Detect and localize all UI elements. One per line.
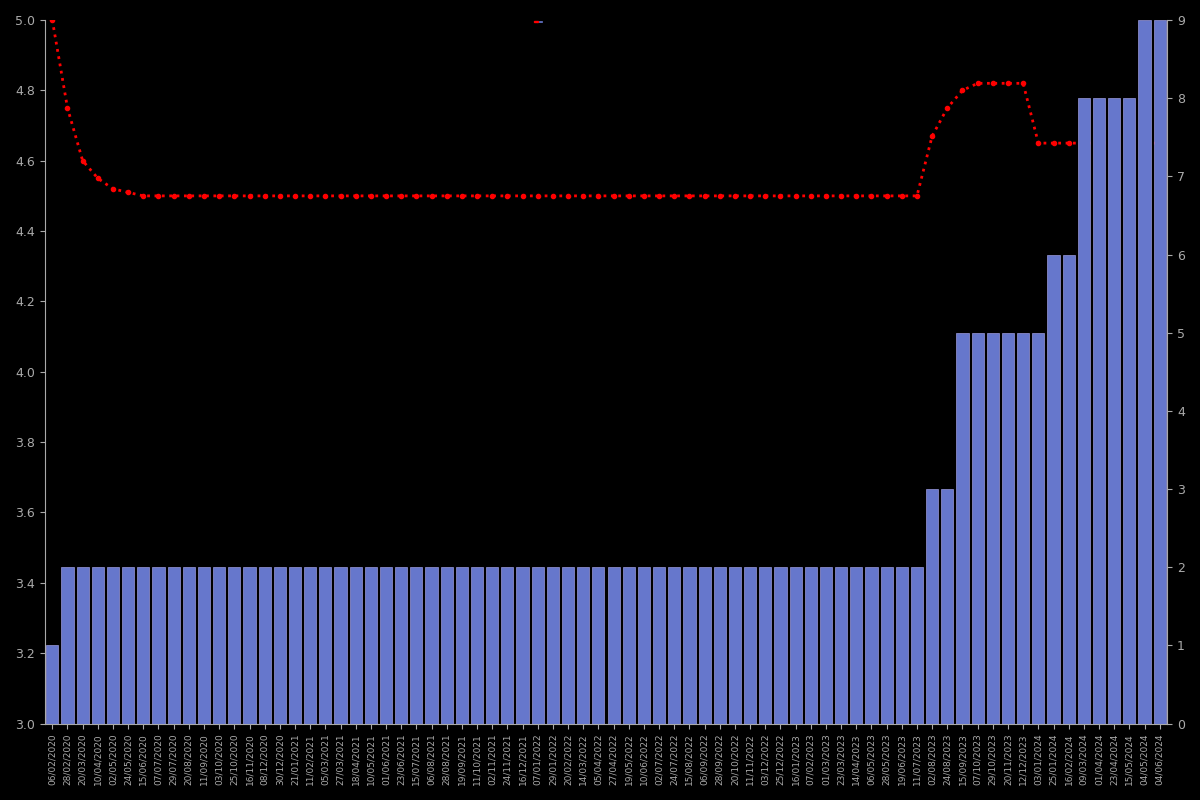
Legend: , : , xyxy=(534,21,542,22)
Bar xyxy=(698,567,710,723)
Bar xyxy=(168,567,180,723)
Bar xyxy=(198,567,210,723)
Bar xyxy=(774,567,786,723)
Bar xyxy=(895,567,908,723)
Bar xyxy=(881,567,893,723)
Bar xyxy=(107,567,119,723)
Bar xyxy=(244,567,256,723)
Bar xyxy=(1153,20,1165,723)
Bar xyxy=(835,567,847,723)
Bar xyxy=(805,567,817,723)
Bar xyxy=(972,333,984,723)
Bar xyxy=(744,567,756,723)
Bar xyxy=(228,567,240,723)
Bar xyxy=(1002,333,1014,723)
Bar xyxy=(865,567,877,723)
Bar xyxy=(1032,333,1044,723)
Bar xyxy=(562,567,574,723)
Bar xyxy=(259,567,271,723)
Bar xyxy=(728,567,742,723)
Bar xyxy=(456,567,468,723)
Bar xyxy=(683,567,696,723)
Bar xyxy=(395,567,407,723)
Bar xyxy=(426,567,438,723)
Bar xyxy=(1048,254,1060,723)
Bar xyxy=(319,567,331,723)
Bar xyxy=(47,646,59,723)
Bar xyxy=(911,567,923,723)
Bar xyxy=(820,567,832,723)
Bar xyxy=(714,567,726,723)
Bar xyxy=(122,567,134,723)
Bar xyxy=(941,489,953,723)
Bar xyxy=(623,567,635,723)
Bar xyxy=(577,567,589,723)
Bar xyxy=(61,567,73,723)
Bar xyxy=(274,567,286,723)
Bar xyxy=(607,567,619,723)
Bar xyxy=(137,567,149,723)
Bar xyxy=(1078,98,1090,723)
Bar xyxy=(440,567,452,723)
Bar xyxy=(926,489,938,723)
Bar xyxy=(470,567,484,723)
Bar xyxy=(760,567,772,723)
Bar xyxy=(486,567,498,723)
Bar xyxy=(1123,98,1135,723)
Bar xyxy=(214,567,226,723)
Bar xyxy=(790,567,802,723)
Bar xyxy=(1139,20,1151,723)
Bar xyxy=(1063,254,1075,723)
Bar xyxy=(289,567,301,723)
Bar xyxy=(532,567,544,723)
Bar xyxy=(593,567,605,723)
Bar xyxy=(182,567,194,723)
Bar xyxy=(1018,333,1030,723)
Bar xyxy=(668,567,680,723)
Bar xyxy=(986,333,998,723)
Bar xyxy=(410,567,422,723)
Bar xyxy=(1108,98,1121,723)
Bar xyxy=(365,567,377,723)
Bar xyxy=(1093,98,1105,723)
Bar xyxy=(77,567,89,723)
Bar xyxy=(653,567,665,723)
Bar xyxy=(516,567,529,723)
Bar xyxy=(91,567,104,723)
Bar xyxy=(956,333,968,723)
Bar xyxy=(502,567,514,723)
Bar xyxy=(152,567,164,723)
Bar xyxy=(380,567,392,723)
Bar xyxy=(638,567,650,723)
Bar xyxy=(851,567,863,723)
Bar xyxy=(349,567,361,723)
Bar xyxy=(547,567,559,723)
Bar xyxy=(335,567,347,723)
Bar xyxy=(304,567,317,723)
